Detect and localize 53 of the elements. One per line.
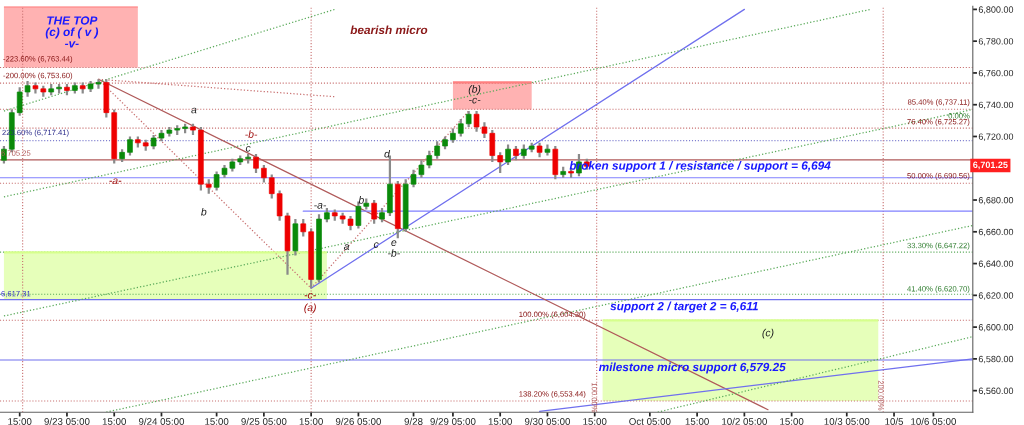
annotation: c (245, 145, 251, 152)
annotation: -b- (245, 130, 258, 138)
y-tick-label: 6,560.00 (978, 387, 1014, 396)
annotation: bearish micro (350, 25, 428, 35)
y-tick-label: 6,760.00 (978, 69, 1014, 78)
annotation: d (384, 149, 391, 158)
y-tick-label: 6,720.00 (978, 133, 1014, 141)
x-tick-label: 15:00 (299, 418, 323, 425)
text: 6,701.25 (973, 161, 1008, 170)
annotation: c (373, 242, 379, 248)
x-tick-label: 10/5 (885, 417, 904, 425)
annotation: THE TOP (c) of ( v ) -v- (45, 16, 99, 48)
annotation: (b) (468, 85, 481, 95)
x-tick-label: 9/28 (404, 417, 423, 425)
y-tick-label: 6,680.00 (978, 196, 1014, 205)
y-tick-label: 6,580.00 (978, 355, 1014, 364)
y-tick-label: 6,800.00 (978, 6, 1014, 14)
x-tick-label: 9/30 05:00 (524, 417, 571, 425)
annotation: (a) (304, 303, 316, 314)
y-tick-label: 6,780.00 (978, 38, 1014, 46)
y-tick-label: 6,740.00 (978, 101, 1014, 110)
x-tick-label: 9/26 05:00 (335, 417, 381, 425)
annotation: -a- (109, 178, 122, 185)
y-tick-label: 6,640.00 (978, 260, 1014, 268)
x-tick-label: 15:00 (780, 418, 804, 425)
x-tick-label: 15:00 (685, 418, 709, 425)
annotation: support 2 / target 2 = 6,611 (610, 301, 758, 313)
x-tick-label: 10/2 05:00 (722, 417, 767, 425)
x-tick-label: 9/23 05:00 (44, 417, 90, 425)
annotation: -c- (469, 97, 481, 104)
x-tick-label: 15:00 (488, 418, 512, 425)
annotation: -c- (304, 292, 316, 299)
x-tick-label: 9/24 05:00 (138, 417, 185, 425)
annotation: -a- (314, 202, 327, 209)
y-tick-label: 6,600.00 (978, 324, 1014, 332)
x-tick-label: 10/6 05:00 (911, 417, 957, 425)
annotation: b (201, 207, 207, 216)
x-tick-label: 15:00 (102, 418, 126, 425)
x-tick-label: 15:00 (205, 418, 229, 425)
annotation: -b- (388, 249, 400, 257)
x-tick-label: 15:00 (8, 418, 32, 425)
y-tick-label: 6,620.00 (978, 292, 1014, 300)
annotation: a (191, 107, 197, 114)
x-tick-label: 15:00 (583, 418, 607, 425)
annotation: (c) (762, 328, 774, 339)
x-tick-label: Oct 05:00 (629, 418, 671, 425)
x-tick-label: 9/29 05:00 (430, 417, 476, 425)
x-tick-label: 10/3 05:00 (824, 417, 870, 425)
annotation: a (343, 244, 350, 250)
x-tick-label: 9/25 05:00 (241, 417, 287, 425)
annotation: b (358, 196, 364, 204)
y-tick-label: 6,660.00 (978, 228, 1014, 237)
annotation: e (391, 240, 397, 247)
